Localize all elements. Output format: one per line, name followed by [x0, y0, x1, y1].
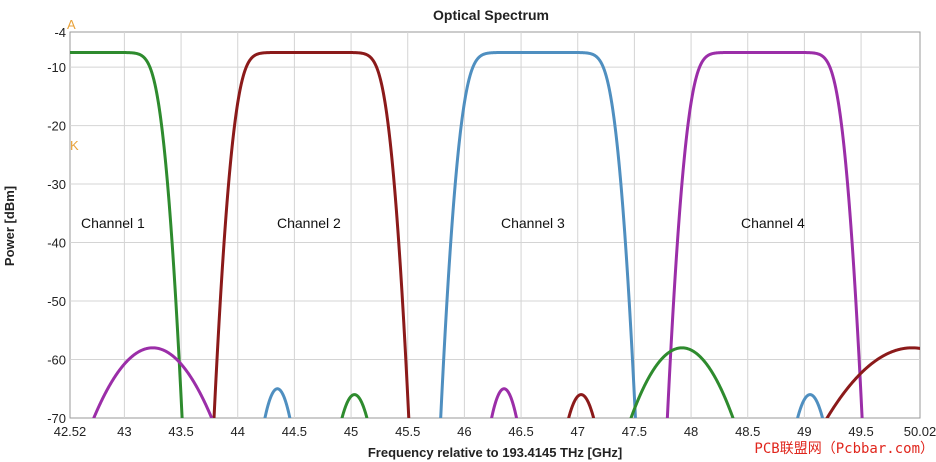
series-line-purple-lobe-9 — [490, 387, 519, 418]
x-tick-label: 47 — [570, 424, 584, 439]
chart-title: Optical Spectrum — [433, 7, 549, 23]
watermark: PCB联盟网（Pcbbar.com） — [754, 441, 934, 457]
channel-4-label: Channel 4 — [741, 215, 805, 231]
y-tick-label: -20 — [47, 119, 66, 134]
grid — [70, 32, 920, 418]
series-line-red-lobe-10 — [567, 393, 596, 418]
series-line-purple-passband-3 — [665, 50, 864, 418]
series-line-purple-lobe-4 — [92, 346, 214, 418]
y-tick-label: -50 — [47, 294, 66, 309]
series-line-blue-lobe-11 — [796, 393, 825, 418]
marker-k: K — [70, 138, 79, 153]
x-tick-label: 44 — [230, 424, 244, 439]
plot-area — [69, 31, 921, 419]
y-tick-labels: -4 -10 -20 -30 -40 -50 -60 -70 — [47, 25, 66, 426]
series-line-green-lobe-5 — [629, 346, 735, 418]
channel-3-label: Channel 3 — [501, 215, 565, 231]
x-tick-label: 45.5 — [395, 424, 420, 439]
channel-2-label: Channel 2 — [277, 215, 341, 231]
x-tick-label: 43.5 — [168, 424, 193, 439]
series-group — [70, 50, 920, 418]
y-tick-label: -10 — [47, 60, 66, 75]
x-tick-label: 49.5 — [848, 424, 873, 439]
x-tick-label: 45 — [344, 424, 358, 439]
series-line-blue-passband-2 — [439, 50, 637, 418]
x-tick-labels: 42.52 43 43.5 44 44.5 45 45.5 46 46.5 47 47.5 48 48.… — [54, 424, 936, 439]
x-tick-label: 44.5 — [282, 424, 307, 439]
x-tick-label: 42.52 — [54, 424, 87, 439]
y-tick-label: -70 — [47, 411, 66, 426]
y-tick-label: -4 — [54, 25, 66, 40]
y-axis-label: Power [dBm] — [2, 186, 17, 266]
series-line-green-lobe-8 — [340, 393, 369, 418]
x-axis-label: Frequency relative to 193.4145 THz [GHz] — [368, 445, 622, 460]
series-line-blue-lobe-7 — [263, 387, 292, 418]
x-tick-label: 50.02 — [904, 424, 936, 439]
channel-1-label: Channel 1 — [81, 215, 145, 231]
x-tick-label: 46 — [457, 424, 471, 439]
x-tick-label: 49 — [797, 424, 811, 439]
series-line-red-lobe-6 — [825, 346, 920, 418]
marker-a: A — [67, 17, 76, 32]
x-tick-label: 43 — [117, 424, 131, 439]
y-tick-label: -60 — [47, 353, 66, 368]
y-tick-label: -30 — [47, 177, 66, 192]
y-tick-label: -40 — [47, 236, 66, 251]
x-tick-label: 46.5 — [508, 424, 533, 439]
x-tick-label: 48.5 — [735, 424, 760, 439]
x-tick-label: 47.5 — [622, 424, 647, 439]
x-tick-label: 48 — [684, 424, 698, 439]
